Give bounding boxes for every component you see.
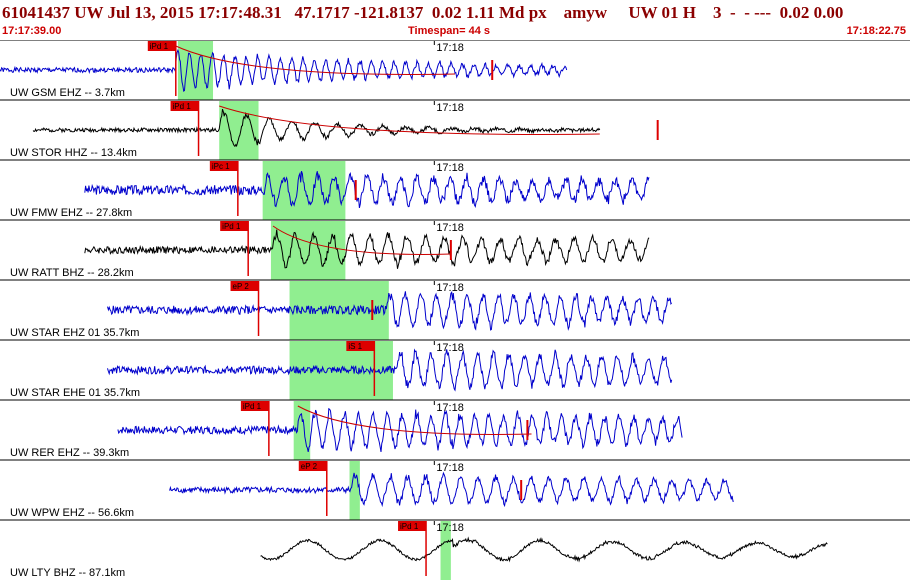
phase-pick-box	[209, 161, 238, 171]
time-tick-label: 17:18	[436, 42, 464, 54]
waveform-trace	[0, 48, 568, 92]
phase-window	[270, 221, 346, 280]
time-tick-label: 17:18	[436, 222, 464, 234]
waveform-trace	[260, 536, 828, 563]
waveform-trace	[84, 170, 650, 209]
station-label: UW RATT BHZ -- 28.2km	[10, 267, 134, 279]
seismogram-svg[interactable]: iPd 1 17:18 UW GSM EHZ -- 3.7km iPd 1 17:18 U…	[0, 40, 910, 580]
waveform-trace	[169, 471, 734, 508]
station-label: UW WPW EHZ -- 56.6km	[10, 507, 134, 519]
timespan-label: Timespan= 44 s	[408, 25, 491, 37]
phase-pick-box	[398, 521, 427, 531]
seismogram-panel[interactable]: iPd 1 17:18 UW GSM EHZ -- 3.7km iPd 1 17:18 U…	[0, 40, 910, 580]
phase-window	[349, 461, 360, 520]
time-tick-label: 17:18	[436, 402, 464, 414]
end-time-label: 17:18:22.75	[846, 25, 906, 37]
waveform-trace	[107, 291, 673, 331]
event-summary-line: 61041437 UW Jul 13, 2015 17:17:48.31 47.…	[2, 3, 844, 22]
time-tick-label: 17:18	[436, 162, 464, 174]
coda-curve	[219, 105, 600, 135]
phase-pick-label: iPc 1	[212, 162, 230, 171]
phase-pick-label: iPd 1	[150, 42, 169, 51]
phase-pick-label: eP 2	[301, 462, 318, 471]
station-label: UW RER EHZ -- 39.3km	[10, 447, 129, 459]
coda-curve	[272, 225, 451, 255]
phase-pick-box	[346, 341, 375, 351]
phase-window	[262, 161, 346, 220]
time-tick-label: 17:18	[436, 282, 464, 294]
coda-curve	[175, 45, 456, 75]
time-tick-label: 17:18	[436, 522, 464, 534]
station-label: UW STAR EHE 01 35.7km	[10, 387, 140, 399]
phase-window	[440, 521, 451, 580]
phase-window	[177, 41, 214, 100]
station-label: UW FMW EHZ -- 27.8km	[10, 207, 132, 219]
waveform-trace	[117, 407, 683, 453]
station-label: UW GSM EHZ -- 3.7km	[10, 87, 125, 99]
phase-pick-label: eP 2	[233, 282, 250, 291]
phase-pick-box	[240, 401, 269, 411]
event-header: 61041437 UW Jul 13, 2015 17:17:48.31 47.…	[0, 0, 910, 40]
phase-pick-label: iPd 1	[173, 102, 192, 111]
phase-pick-box	[298, 461, 327, 471]
time-tick-label: 17:18	[436, 462, 464, 474]
phase-pick-box	[220, 221, 249, 231]
phase-pick-label: iPd 1	[400, 522, 419, 531]
start-time-label: 17:17:39.00	[2, 25, 62, 37]
phase-pick-label: iPd 1	[222, 222, 241, 231]
waveform-trace	[107, 348, 673, 392]
phase-pick-label: iPd 1	[243, 402, 262, 411]
phase-pick-box	[147, 41, 176, 51]
phase-pick-box	[230, 281, 259, 291]
station-label: UW STAR EHZ 01 35.7km	[10, 327, 139, 339]
phase-pick-box	[170, 101, 199, 111]
waveform-trace	[32, 108, 601, 148]
station-label: UW STOR HHZ -- 13.4km	[10, 147, 137, 159]
time-tick-label: 17:18	[436, 342, 464, 354]
station-label: UW LTY BHZ -- 87.1km	[10, 567, 125, 579]
phase-pick-label: iS 1	[348, 342, 362, 351]
coda-curve	[297, 405, 532, 435]
waveform-trace	[84, 229, 650, 269]
time-tick-label: 17:18	[436, 102, 464, 114]
